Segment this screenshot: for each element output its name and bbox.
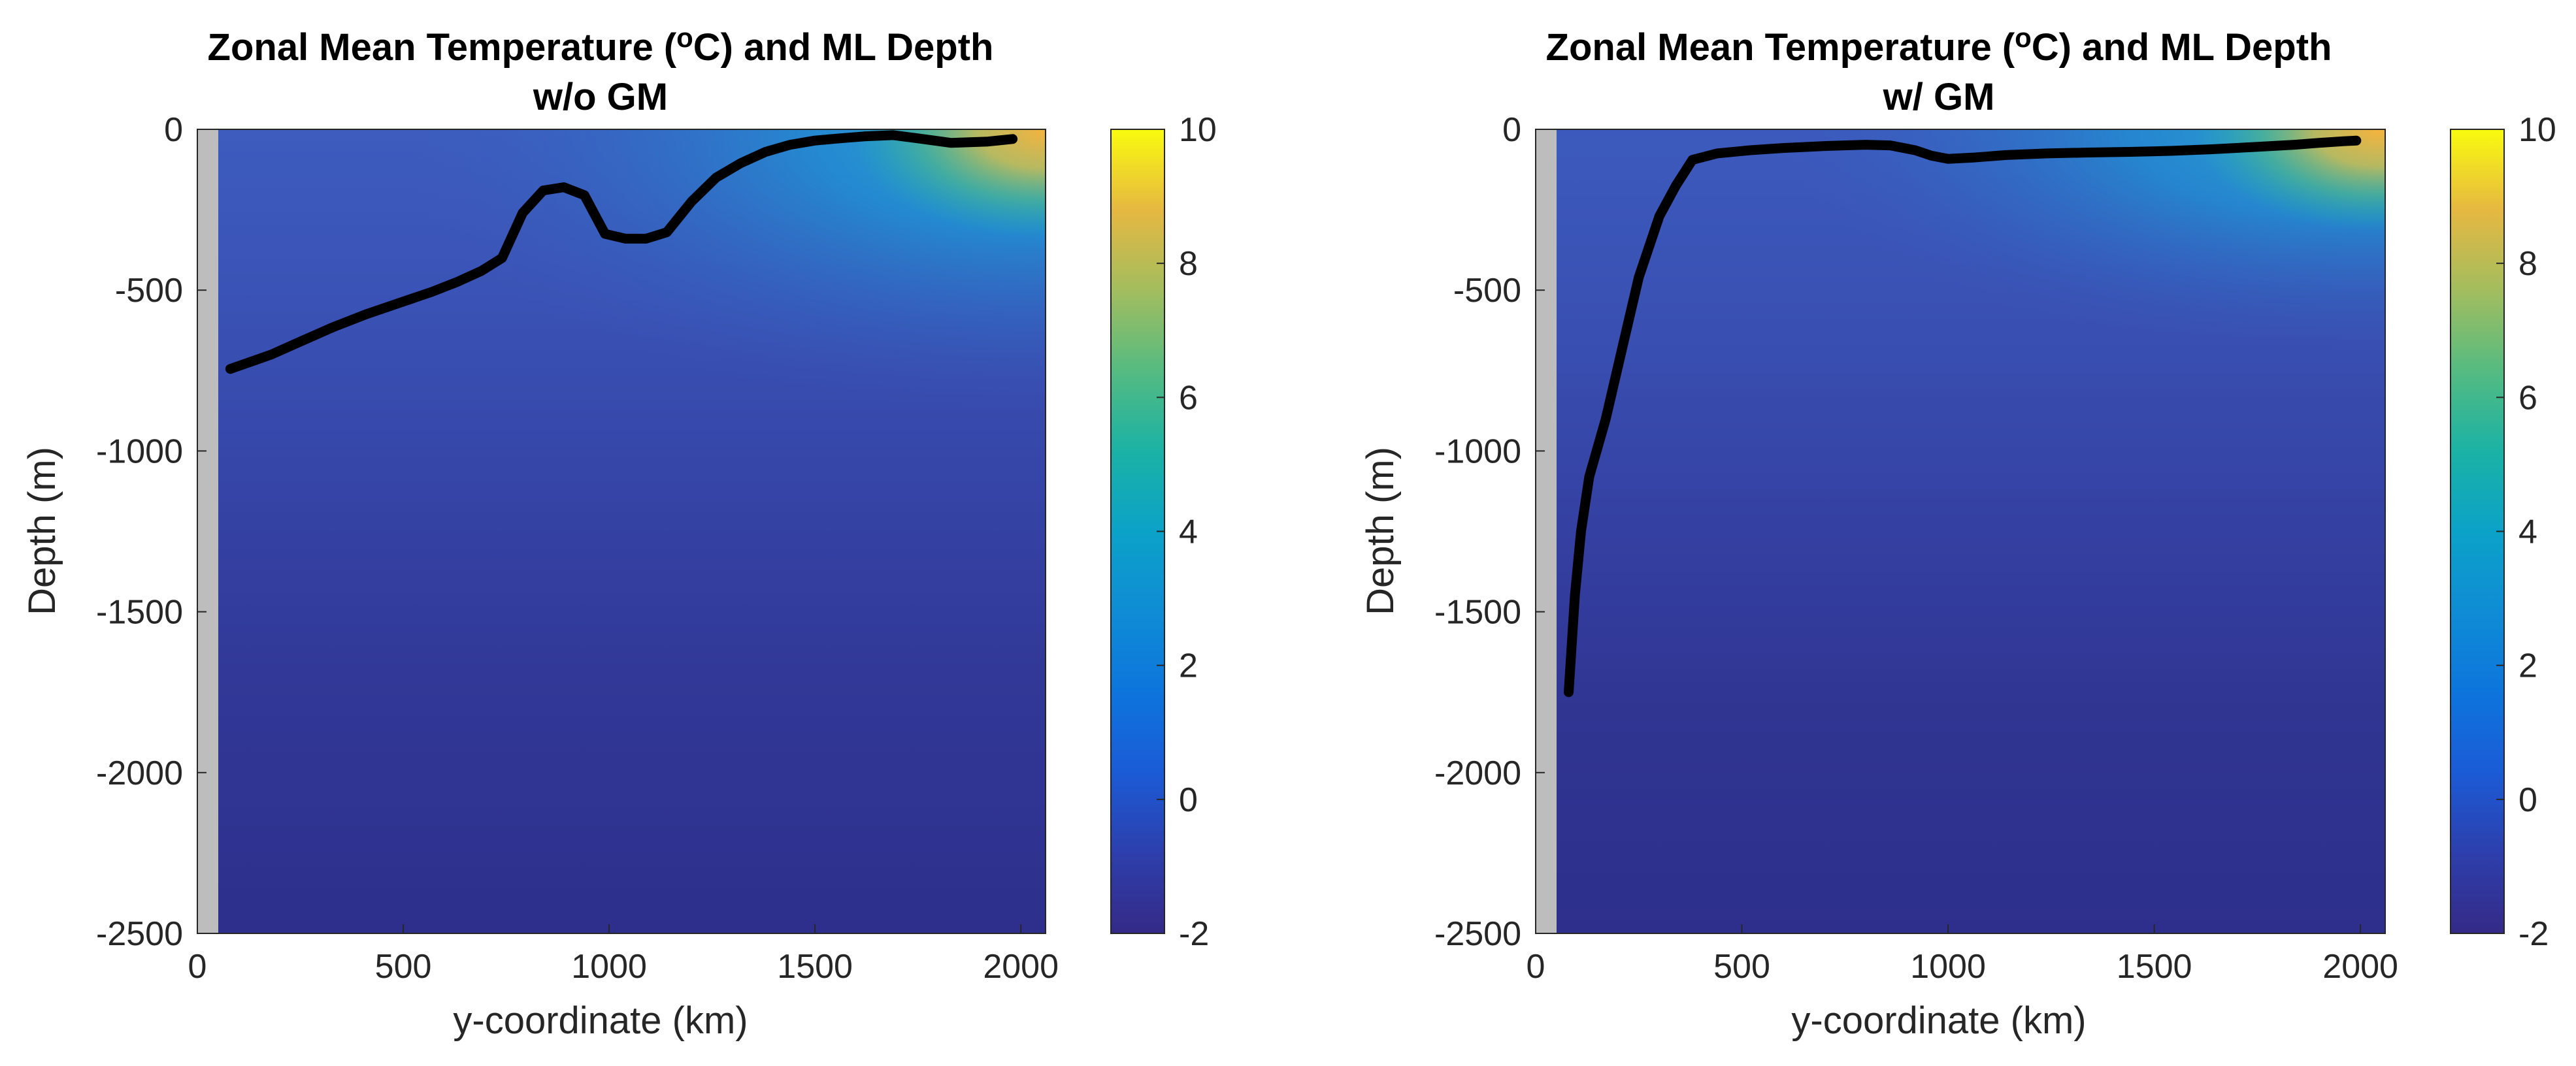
right-colorbar-bar: [2450, 129, 2505, 934]
right-x-axis-label: y-coordinate (km): [1791, 999, 2086, 1042]
right-colorbar-tick-label: 4: [2518, 513, 2537, 551]
left-ml-depth-line: [225, 130, 1018, 374]
left-y-tick-label: -1000: [96, 432, 183, 470]
left-y-tick-label: 0: [164, 111, 183, 149]
left-colorbar-tick-label: 10: [1179, 111, 1217, 149]
left-colorbar-ticks: 10 8 6 4 2 0 -2: [1157, 111, 1217, 953]
right-colorbar-tick-label: -2: [2518, 915, 2549, 953]
left-title-pre: Zonal Mean Temperature (: [208, 26, 677, 69]
right-y-tick-label: -500: [1453, 272, 1521, 310]
right-colorbar-tick-label: 2: [2518, 647, 2537, 685]
left-title-sup: o: [676, 22, 693, 53]
right-y-tick-label: 0: [1502, 111, 1521, 149]
left-x-tick-label: 1000: [571, 948, 647, 986]
right-colorbar-tick-label: 8: [2518, 245, 2537, 283]
left-masked-region: [197, 129, 218, 933]
left-y-tick-label: -2000: [96, 754, 183, 792]
left-title-line2: w/o GM: [533, 76, 668, 118]
right-y-ticks: 0 -500 -1000 -1500 -2000 -2500: [1434, 111, 1545, 953]
left-colorbar-tick-label: 8: [1179, 245, 1198, 283]
left-axes-box: [197, 129, 1046, 934]
left-x-tick-label: 2000: [983, 948, 1059, 986]
left-y-ticks: 0 -500 -1000 -1500 -2000 -2500: [96, 111, 206, 953]
left-colorbar-tick-label: 6: [1179, 379, 1198, 417]
left-y-tick-label: -2500: [96, 915, 183, 953]
right-y-axis-label: Depth (m): [1359, 447, 1402, 615]
right-plot-area: [1535, 129, 2386, 934]
left-x-axis-label: y-coordinate (km): [453, 999, 748, 1042]
left-y-tick-label: -500: [115, 272, 183, 310]
left-y-axis-label: Depth (m): [21, 447, 63, 615]
right-colorbar: 10 8 6 4 2 0 -2: [2450, 111, 2556, 953]
right-colorbar-tick-label: 0: [2518, 781, 2537, 819]
right-field-hot: [1536, 129, 2385, 933]
left-colorbar-tick-label: 2: [1179, 647, 1198, 685]
left-title-line1: Zonal Mean Temperature (oC) and ML Depth: [208, 22, 994, 69]
right-ml-depth-line: [1564, 135, 2362, 698]
left-colorbar: 10 8 6 4 2 0 -2: [1110, 111, 1217, 953]
right-y-tick-label: -1000: [1434, 432, 1521, 470]
right-title-pre: Zonal Mean Temperature (: [1546, 26, 2015, 69]
right-masked-region: [1536, 129, 1557, 933]
right-x-ticks: 0 500 1000 1500 2000: [1527, 924, 2398, 986]
right-y-tick-label: -2500: [1434, 915, 1521, 953]
right-title-sup: o: [2015, 22, 2032, 53]
right-colorbar-tick-label: 10: [2518, 111, 2556, 149]
right-x-tick-label: 0: [1527, 948, 1545, 986]
right-title-line2: w/ GM: [1883, 76, 1995, 118]
left-title-post: C) and ML Depth: [693, 26, 994, 69]
right-x-tick-label: 1000: [1910, 948, 1986, 986]
right-axes-box: [1535, 129, 2386, 934]
right-title-line1: Zonal Mean Temperature (oC) and ML Depth: [1546, 22, 2332, 69]
right-x-tick-label: 500: [1713, 948, 1770, 986]
left-colorbar-tick-label: 4: [1179, 513, 1198, 551]
right-x-tick-label: 2000: [2322, 948, 2398, 986]
left-plot-area: [197, 129, 1046, 934]
right-colorbar-ticks: 10 8 6 4 2 0 -2: [2496, 111, 2556, 953]
left-colorbar-bar: [1110, 129, 1165, 934]
right-colorbar-tick-label: 6: [2518, 379, 2537, 417]
left-colorbar-tick-label: 0: [1179, 781, 1198, 819]
right-panel: Zonal Mean Temperature (oC) and ML Depth…: [1359, 22, 2556, 1042]
right-title-post: C) and ML Depth: [2032, 26, 2332, 69]
left-colorbar-tick-label: -2: [1179, 915, 1209, 953]
left-y-tick-label: -1500: [96, 594, 183, 632]
left-field-hot: [197, 129, 1046, 933]
left-panel: Zonal Mean Temperature (oC) and ML Depth…: [21, 22, 1217, 1042]
left-x-tick-label: 0: [188, 948, 207, 986]
right-y-tick-label: -2000: [1434, 754, 1521, 792]
left-x-tick-label: 1500: [777, 948, 853, 986]
left-x-tick-label: 500: [375, 948, 432, 986]
left-x-ticks: 0 500 1000 1500 2000: [188, 924, 1059, 986]
right-y-tick-label: -1500: [1434, 594, 1521, 632]
right-x-tick-label: 1500: [2117, 948, 2192, 986]
